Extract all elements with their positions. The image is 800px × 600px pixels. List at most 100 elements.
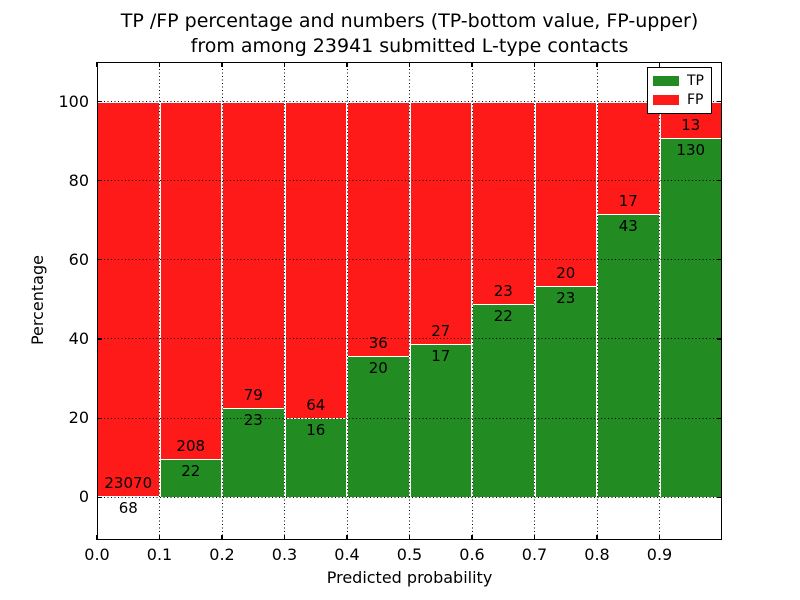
- y-tick-mark: [97, 338, 102, 340]
- x-tick-mark: [346, 62, 348, 67]
- bar-tp-segment: [597, 213, 660, 498]
- gridline-horizontal: [97, 496, 722, 498]
- gridline-horizontal: [97, 338, 722, 340]
- bar-fp-segment: [222, 101, 285, 409]
- y-tick-mark: [97, 417, 102, 419]
- x-tick-mark: [96, 62, 98, 67]
- y-tick-mark: [717, 100, 722, 103]
- bar-fp-segment: [472, 101, 535, 304]
- x-tick-label: 0.9: [646, 545, 673, 564]
- gridline-vertical: [159, 62, 160, 540]
- legend-entry-tp: TP: [648, 73, 711, 89]
- y-tick-mark: [717, 259, 722, 261]
- gridline-horizontal: [97, 417, 722, 419]
- x-tick-label: 0.7: [521, 545, 548, 564]
- gridline-vertical: [409, 62, 410, 540]
- bar-tp-segment: [347, 355, 410, 498]
- y-tick-mark: [717, 338, 722, 340]
- x-tick-label: 0.8: [584, 545, 610, 564]
- y-tick-mark: [717, 496, 722, 498]
- fp-count-label: 23: [493, 281, 513, 300]
- gridline-vertical: [471, 62, 473, 540]
- x-tick-mark: [283, 62, 286, 67]
- x-tick-label: 0.1: [146, 545, 173, 564]
- x-tick-mark: [283, 535, 286, 540]
- tp-count-label: 68: [118, 499, 138, 518]
- y-axis-label: Percentage: [28, 255, 47, 346]
- x-tick-mark: [408, 535, 411, 540]
- x-tick-mark: [533, 62, 536, 67]
- bar-fp-segment: [409, 101, 472, 345]
- y-tick-mark: [717, 180, 722, 182]
- fp-count-label: 208: [176, 437, 206, 456]
- x-tick-label: 0.3: [271, 545, 298, 564]
- x-tick-mark: [221, 62, 223, 67]
- y-tick-mark: [97, 259, 102, 261]
- bar-fp-segment: [347, 101, 410, 356]
- y-tick-label: 80: [68, 170, 89, 190]
- gridline-vertical: [659, 62, 660, 540]
- tp-count-label: 17: [431, 347, 451, 366]
- x-tick-mark: [658, 62, 661, 67]
- y-tick-label: 60: [68, 249, 89, 269]
- gridline-horizontal: [97, 101, 722, 103]
- tp-count-label: 43: [618, 216, 638, 235]
- fp-count-label: 27: [431, 322, 451, 341]
- x-tick-label: 0.2: [209, 545, 235, 564]
- y-tick-mark: [97, 180, 102, 182]
- legend-label-tp: TP: [687, 72, 704, 89]
- tp-count-label: 23: [556, 288, 576, 307]
- tp-count-label: 20: [368, 358, 388, 377]
- bar-tp-segment: [659, 137, 722, 498]
- x-tick-label: 0.6: [459, 545, 485, 564]
- bar-tp-segment: [472, 303, 535, 498]
- y-tick-mark: [97, 496, 102, 498]
- y-tick-label: 40: [68, 328, 89, 348]
- tp-count-label: 16: [306, 421, 326, 440]
- y-tick-label: 20: [68, 408, 89, 428]
- gridline-vertical: [284, 62, 285, 540]
- bar-fp-segment: [97, 101, 160, 497]
- tp-count-label: 22: [493, 306, 513, 325]
- plot-area: 23070 68 208 22 79 23 64 16 36 20 27 17 23 22 20 23 17 43…: [96, 62, 722, 540]
- fp-count-label: 23070: [104, 474, 153, 493]
- x-tick-mark: [658, 535, 661, 540]
- bar-tp-segment: [534, 285, 597, 498]
- y-tick-mark: [717, 417, 722, 419]
- bar-fp-segment: [159, 101, 222, 460]
- x-tick-mark: [158, 62, 161, 67]
- x-tick-mark: [471, 535, 473, 540]
- gridline-horizontal: [97, 180, 722, 182]
- gridline-vertical: [346, 62, 348, 540]
- fp-count-label: 20: [556, 263, 576, 282]
- fp-count-label: 64: [306, 396, 326, 415]
- x-tick-label: 0.0: [84, 545, 110, 564]
- legend-label-fp: FP: [687, 92, 704, 109]
- x-tick-mark: [96, 535, 98, 540]
- chart-title-line2: from among 23941 submitted L-type contac…: [190, 35, 629, 57]
- fp-count-label: 36: [368, 333, 388, 352]
- x-tick-mark: [346, 535, 348, 540]
- chart-title-line1: TP /FP percentage and numbers (TP-bottom…: [120, 10, 699, 32]
- gridline-vertical: [534, 62, 535, 540]
- y-tick-label: 100: [58, 91, 89, 111]
- legend-swatch-fp: [653, 95, 679, 106]
- chart-title: TP /FP percentage and numbers (TP-bottom…: [97, 9, 722, 59]
- bar-tp-segment: [409, 344, 472, 498]
- x-tick-mark: [408, 62, 411, 67]
- tp-count-label: 130: [676, 140, 706, 159]
- fp-count-label: 13: [681, 115, 701, 134]
- y-tick-mark: [97, 100, 102, 103]
- x-tick-mark: [221, 535, 223, 540]
- x-tick-mark: [471, 62, 473, 67]
- tp-count-label: 22: [181, 462, 201, 481]
- bar-fp-segment: [597, 101, 660, 214]
- x-tick-label: 0.4: [334, 545, 360, 564]
- x-tick-mark: [596, 535, 598, 540]
- gridline-vertical: [221, 62, 223, 540]
- x-tick-mark: [533, 535, 536, 540]
- x-axis-label: Predicted probability: [326, 568, 493, 587]
- legend-swatch-tp: [653, 75, 679, 86]
- x-tick-label: 0.5: [396, 545, 423, 564]
